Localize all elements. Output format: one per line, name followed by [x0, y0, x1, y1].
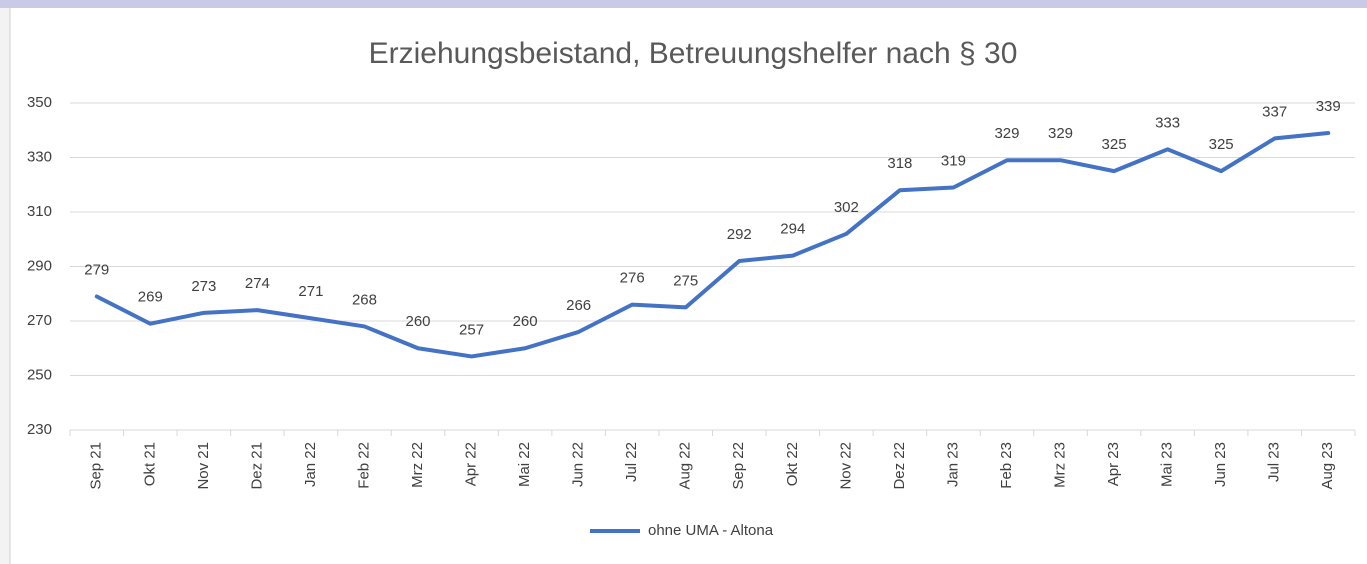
- data-label: 294: [780, 221, 805, 238]
- sheet-edge: [0, 8, 10, 564]
- data-label: 275: [673, 272, 698, 289]
- x-tick-label: Jun 23: [1212, 442, 1229, 487]
- x-tick-label: Apr 22: [463, 442, 480, 486]
- x-tick-label: Jul 23: [1266, 442, 1283, 482]
- data-label: 337: [1262, 103, 1287, 120]
- data-line: [94, 130, 1331, 359]
- data-label: 292: [727, 226, 752, 243]
- x-tick-label: Nov 21: [195, 442, 212, 490]
- data-label: 325: [1209, 136, 1234, 153]
- data-label: 302: [834, 199, 859, 216]
- y-tick-label: 350: [27, 94, 52, 111]
- x-tick-label: Jul 22: [623, 442, 640, 482]
- data-label: 329: [994, 125, 1019, 142]
- x-tick-label: Sep 22: [730, 442, 747, 490]
- y-tick-label: 270: [27, 312, 52, 329]
- x-tick-label: Dez 21: [248, 442, 265, 490]
- data-label: 276: [620, 270, 645, 287]
- x-tick-label: Apr 23: [1105, 442, 1122, 486]
- data-label: 318: [887, 155, 912, 172]
- data-label: 325: [1102, 136, 1127, 153]
- x-tick-label: Jun 22: [570, 442, 587, 487]
- x-tick-label: Jan 23: [944, 442, 961, 487]
- x-tick-label: Aug 22: [677, 442, 694, 490]
- data-label: 273: [191, 278, 216, 295]
- x-tick-label: Nov 22: [837, 442, 854, 490]
- y-tick-label: 330: [27, 148, 52, 165]
- x-tick-label: Feb 22: [355, 442, 372, 489]
- x-tick-label: Dez 22: [891, 442, 908, 490]
- x-tick-label: Okt 21: [141, 442, 158, 486]
- x-tick-label: Feb 23: [998, 442, 1015, 489]
- x-tick-label: Mrz 22: [409, 442, 426, 488]
- legend-label: ohne UMA - Altona: [648, 522, 774, 539]
- data-label: 257: [459, 321, 484, 338]
- x-tick-label: Okt 22: [784, 442, 801, 486]
- data-label: 329: [1048, 125, 1073, 142]
- data-label: 268: [352, 291, 377, 308]
- data-label: 260: [406, 313, 431, 330]
- data-label: 269: [138, 289, 163, 306]
- data-label: 260: [513, 313, 538, 330]
- y-tick-label: 250: [27, 366, 52, 383]
- x-tick-label: Mai 23: [1159, 442, 1176, 487]
- y-tick-label: 310: [27, 203, 52, 220]
- x-tick-label: Jan 22: [302, 442, 319, 487]
- x-tick-label: Mai 22: [516, 442, 533, 487]
- x-tick-label: Aug 23: [1319, 442, 1336, 490]
- data-label: 339: [1316, 98, 1341, 115]
- data-label: 266: [566, 297, 591, 314]
- data-label: 279: [84, 261, 109, 278]
- chart-title: Erziehungsbeistand, Betreuungshelfer nac…: [369, 37, 1018, 70]
- data-label: 271: [298, 283, 323, 300]
- x-tick-label: Sep 21: [88, 442, 105, 490]
- y-tick-label: 290: [27, 257, 52, 274]
- window-border: [0, 0, 1367, 8]
- x-tick-label: Mrz 23: [1051, 442, 1068, 488]
- data-label: 333: [1155, 114, 1180, 131]
- y-tick-label: 230: [27, 421, 52, 438]
- data-label: 319: [941, 152, 966, 169]
- data-label: 274: [245, 275, 270, 292]
